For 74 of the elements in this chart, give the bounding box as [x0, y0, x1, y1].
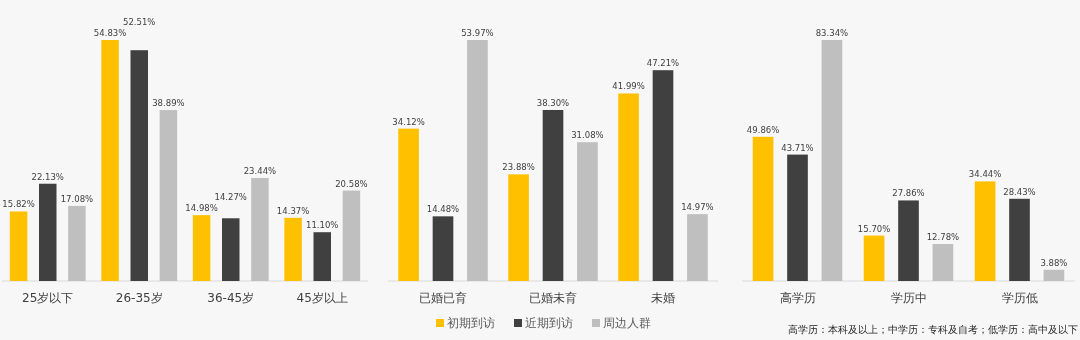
data-label: 11.10%: [306, 220, 339, 231]
legend-label: 周边人群: [603, 316, 651, 330]
data-label: 14.98%: [185, 203, 218, 214]
bar: [687, 214, 708, 281]
data-label: 34.12%: [392, 116, 425, 127]
bar: [974, 181, 996, 281]
bar: [752, 136, 774, 281]
data-label: 3.88%: [1040, 257, 1068, 268]
x-tick-label: 未婚: [651, 291, 675, 305]
bar: [821, 40, 843, 281]
data-label: 17.08%: [60, 193, 94, 204]
data-label: 38.30%: [536, 97, 570, 108]
data-label: 43.71%: [781, 142, 814, 153]
data-label: 22.13%: [31, 171, 64, 182]
data-label: 38.89%: [152, 98, 185, 109]
data-label: 83.34%: [815, 28, 849, 38]
data-label: 47.21%: [646, 58, 680, 69]
bar: [542, 109, 564, 281]
data-label: 28.43%: [1003, 186, 1036, 197]
bar: [1043, 269, 1065, 281]
bar: [68, 205, 86, 281]
data-label: 53.97%: [461, 28, 494, 38]
bar: [39, 183, 57, 281]
bar: [251, 177, 269, 281]
data-label: 27.86%: [892, 188, 925, 199]
data-label: 54.83%: [93, 28, 127, 38]
bar: [863, 235, 885, 281]
x-tick-label: 学历低: [1001, 291, 1038, 305]
x-tick-label: 45岁以上: [296, 291, 348, 305]
bar: [432, 216, 454, 281]
data-label: 14.37%: [276, 205, 310, 216]
bar: [932, 244, 954, 281]
data-label: 34.44%: [968, 169, 1002, 180]
bar: [398, 128, 419, 281]
data-label: 15.82%: [2, 199, 35, 210]
data-label: 23.44%: [243, 165, 277, 176]
data-label: 31.08%: [571, 130, 604, 141]
bar: [652, 70, 674, 281]
bar: [898, 200, 919, 281]
bar: [9, 211, 28, 281]
x-tick-label: 25岁以下: [22, 291, 74, 305]
bar: [192, 215, 211, 281]
data-label: 23.88%: [502, 162, 535, 173]
data-label: 14.27%: [214, 192, 247, 203]
bar: [159, 110, 178, 281]
bar: [1009, 198, 1030, 281]
text: 高学历：本科及以上；中学历：专科及自考；低学历：高中及以下: [788, 324, 1078, 335]
legend-label: 初期到访: [447, 316, 495, 330]
data-label: 14.97%: [681, 202, 714, 213]
x-tick-label: 26-35岁: [115, 291, 163, 305]
data-label: 15.70%: [857, 223, 891, 234]
bar: [101, 40, 119, 281]
data-label: 12.78%: [926, 232, 960, 243]
data-label: 14.48%: [426, 204, 460, 215]
data-label: 52.51%: [123, 17, 156, 27]
bar: [577, 142, 598, 281]
legend-label: 近期到访: [525, 316, 573, 330]
data-label: 49.86%: [746, 124, 780, 135]
x-tick-label: 已婚未育: [529, 291, 577, 305]
data-label: 41.99%: [612, 81, 645, 92]
x-tick-label: 学历中: [890, 291, 927, 305]
data-label: 20.58%: [335, 178, 368, 189]
bar: [787, 154, 808, 281]
bar: [467, 40, 488, 281]
bar: [618, 93, 639, 281]
x-tick-label: 已婚已育: [419, 291, 467, 305]
bar: [313, 232, 331, 281]
bar: [130, 50, 148, 281]
x-tick-label: 高学历: [779, 291, 816, 305]
bar: [284, 217, 302, 281]
bar: [222, 218, 240, 281]
bar: [342, 190, 361, 281]
bar: [508, 174, 529, 281]
x-tick-label: 36-45岁: [207, 291, 255, 305]
